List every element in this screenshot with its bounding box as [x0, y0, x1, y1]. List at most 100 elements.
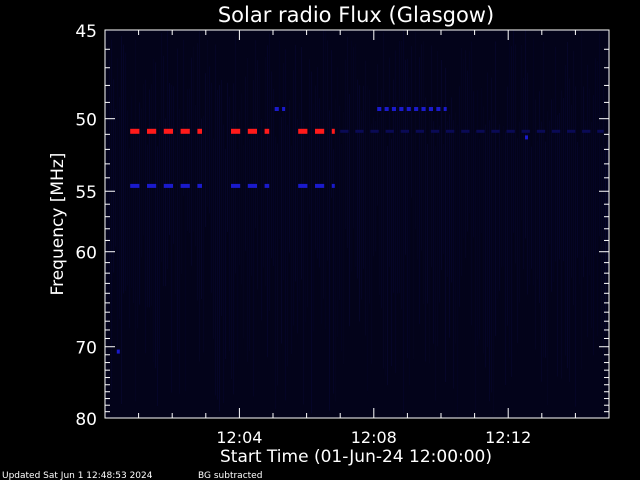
burst-dash-medium [525, 135, 528, 140]
burst-dash-weak [491, 129, 500, 133]
noise-stripe [179, 109, 180, 394]
y-tick-label: 55 [75, 183, 97, 203]
burst-dash-strong [247, 128, 257, 134]
noise-stripe [145, 79, 146, 354]
noise-stripe [349, 93, 350, 327]
burst-dash-weak [597, 129, 604, 133]
noise-stripe [565, 65, 566, 356]
noise-stripe [477, 90, 478, 346]
noise-stripe [563, 97, 564, 262]
noise-stripe [381, 89, 382, 309]
noise-stripe [155, 62, 156, 369]
noise-stripe [485, 124, 486, 368]
noise-stripe [115, 108, 116, 247]
noise-stripe [289, 100, 290, 253]
plot-frame [104, 29, 610, 419]
noise-stripe [269, 33, 270, 312]
plot-area [104, 29, 610, 419]
noise-stripe [209, 66, 210, 214]
noise-stripe [595, 58, 596, 256]
noise-stripe [299, 103, 300, 302]
noise-stripe [471, 41, 472, 326]
noise-stripe [501, 140, 502, 268]
noise-stripe [407, 58, 408, 359]
noise-stripe [401, 40, 402, 310]
noise-stripe [375, 120, 376, 252]
noise-stripe [281, 116, 282, 344]
noise-stripe [339, 105, 340, 301]
noise-stripe [291, 145, 292, 355]
noise-stripe [543, 41, 544, 358]
noise-stripe [251, 129, 252, 276]
noise-stripe [211, 82, 212, 293]
burst-dash-weak [461, 129, 470, 133]
noise-stripe [397, 100, 398, 294]
noise-stripe [117, 58, 118, 348]
noise-stripe [207, 39, 208, 207]
noise-stripe [377, 64, 378, 206]
noise-stripe [125, 52, 126, 291]
burst-dash-medium [315, 183, 325, 188]
noise-stripe [483, 106, 484, 354]
noise-stripe [569, 78, 570, 383]
noise-stripe [415, 32, 416, 229]
burst-dash-medium [414, 107, 419, 111]
noise-stripe [533, 38, 534, 286]
noise-stripe [549, 120, 550, 244]
noise-stripe [451, 97, 452, 283]
burst-dash-medium [428, 107, 433, 111]
noise-stripe [511, 46, 512, 378]
noise-stripe [199, 31, 200, 362]
noise-stripe [141, 108, 142, 258]
noise-stripe [335, 98, 336, 402]
noise-stripe [481, 87, 482, 234]
noise-stripe [515, 44, 516, 264]
noise-stripe [139, 102, 140, 305]
noise-stripe [283, 63, 284, 281]
noise-stripe [423, 41, 424, 304]
noise-stripe [503, 125, 504, 267]
noise-stripe [589, 88, 590, 276]
noise-stripe [431, 45, 432, 268]
noise-stripe [265, 56, 266, 286]
noise-stripe [535, 99, 536, 350]
noise-stripe [405, 59, 406, 255]
noise-stripe [555, 46, 556, 262]
noise-stripe [545, 141, 546, 358]
noise-stripe [245, 76, 246, 251]
noise-stripe [307, 136, 308, 308]
burst-dash-weak [430, 129, 440, 133]
y-axis: 45 50 55 60 70 80 [75, 22, 609, 430]
noise-stripe [527, 72, 528, 295]
noise-stripe [399, 40, 400, 293]
noise-stripe [325, 30, 326, 330]
burst-dash-weak [521, 129, 530, 133]
burst-dash-weak [340, 129, 349, 133]
noise-stripe [495, 41, 496, 336]
noise-stripe [523, 77, 524, 270]
noise-stripe [277, 143, 278, 386]
noise-stripe [467, 70, 468, 232]
updated-timestamp: Updated Sat Jun 1 12:48:53 2024 [2, 471, 153, 480]
y-tick-label: 80 [75, 410, 97, 430]
noise-stripe [263, 138, 264, 268]
noise-stripe [537, 140, 538, 280]
noise-stripe [473, 91, 474, 238]
noise-stripe [465, 50, 466, 259]
noise-stripe [193, 46, 194, 232]
noise-stripe [279, 40, 280, 240]
noise-stripe [203, 116, 204, 353]
noise-stripe [231, 120, 232, 380]
noise-stripe [409, 77, 410, 386]
noise-stripe [525, 30, 526, 239]
noise-stripe [479, 139, 480, 340]
noise-stripe [219, 85, 220, 412]
noise-stripe [499, 124, 500, 291]
burst-dash-medium [264, 183, 270, 188]
noise-stripe [309, 59, 310, 214]
noise-stripe [489, 120, 490, 402]
noise-stripe [383, 32, 384, 369]
noise-stripe [221, 79, 222, 317]
noise-stripe [253, 80, 254, 397]
noise-stripe [607, 139, 608, 271]
